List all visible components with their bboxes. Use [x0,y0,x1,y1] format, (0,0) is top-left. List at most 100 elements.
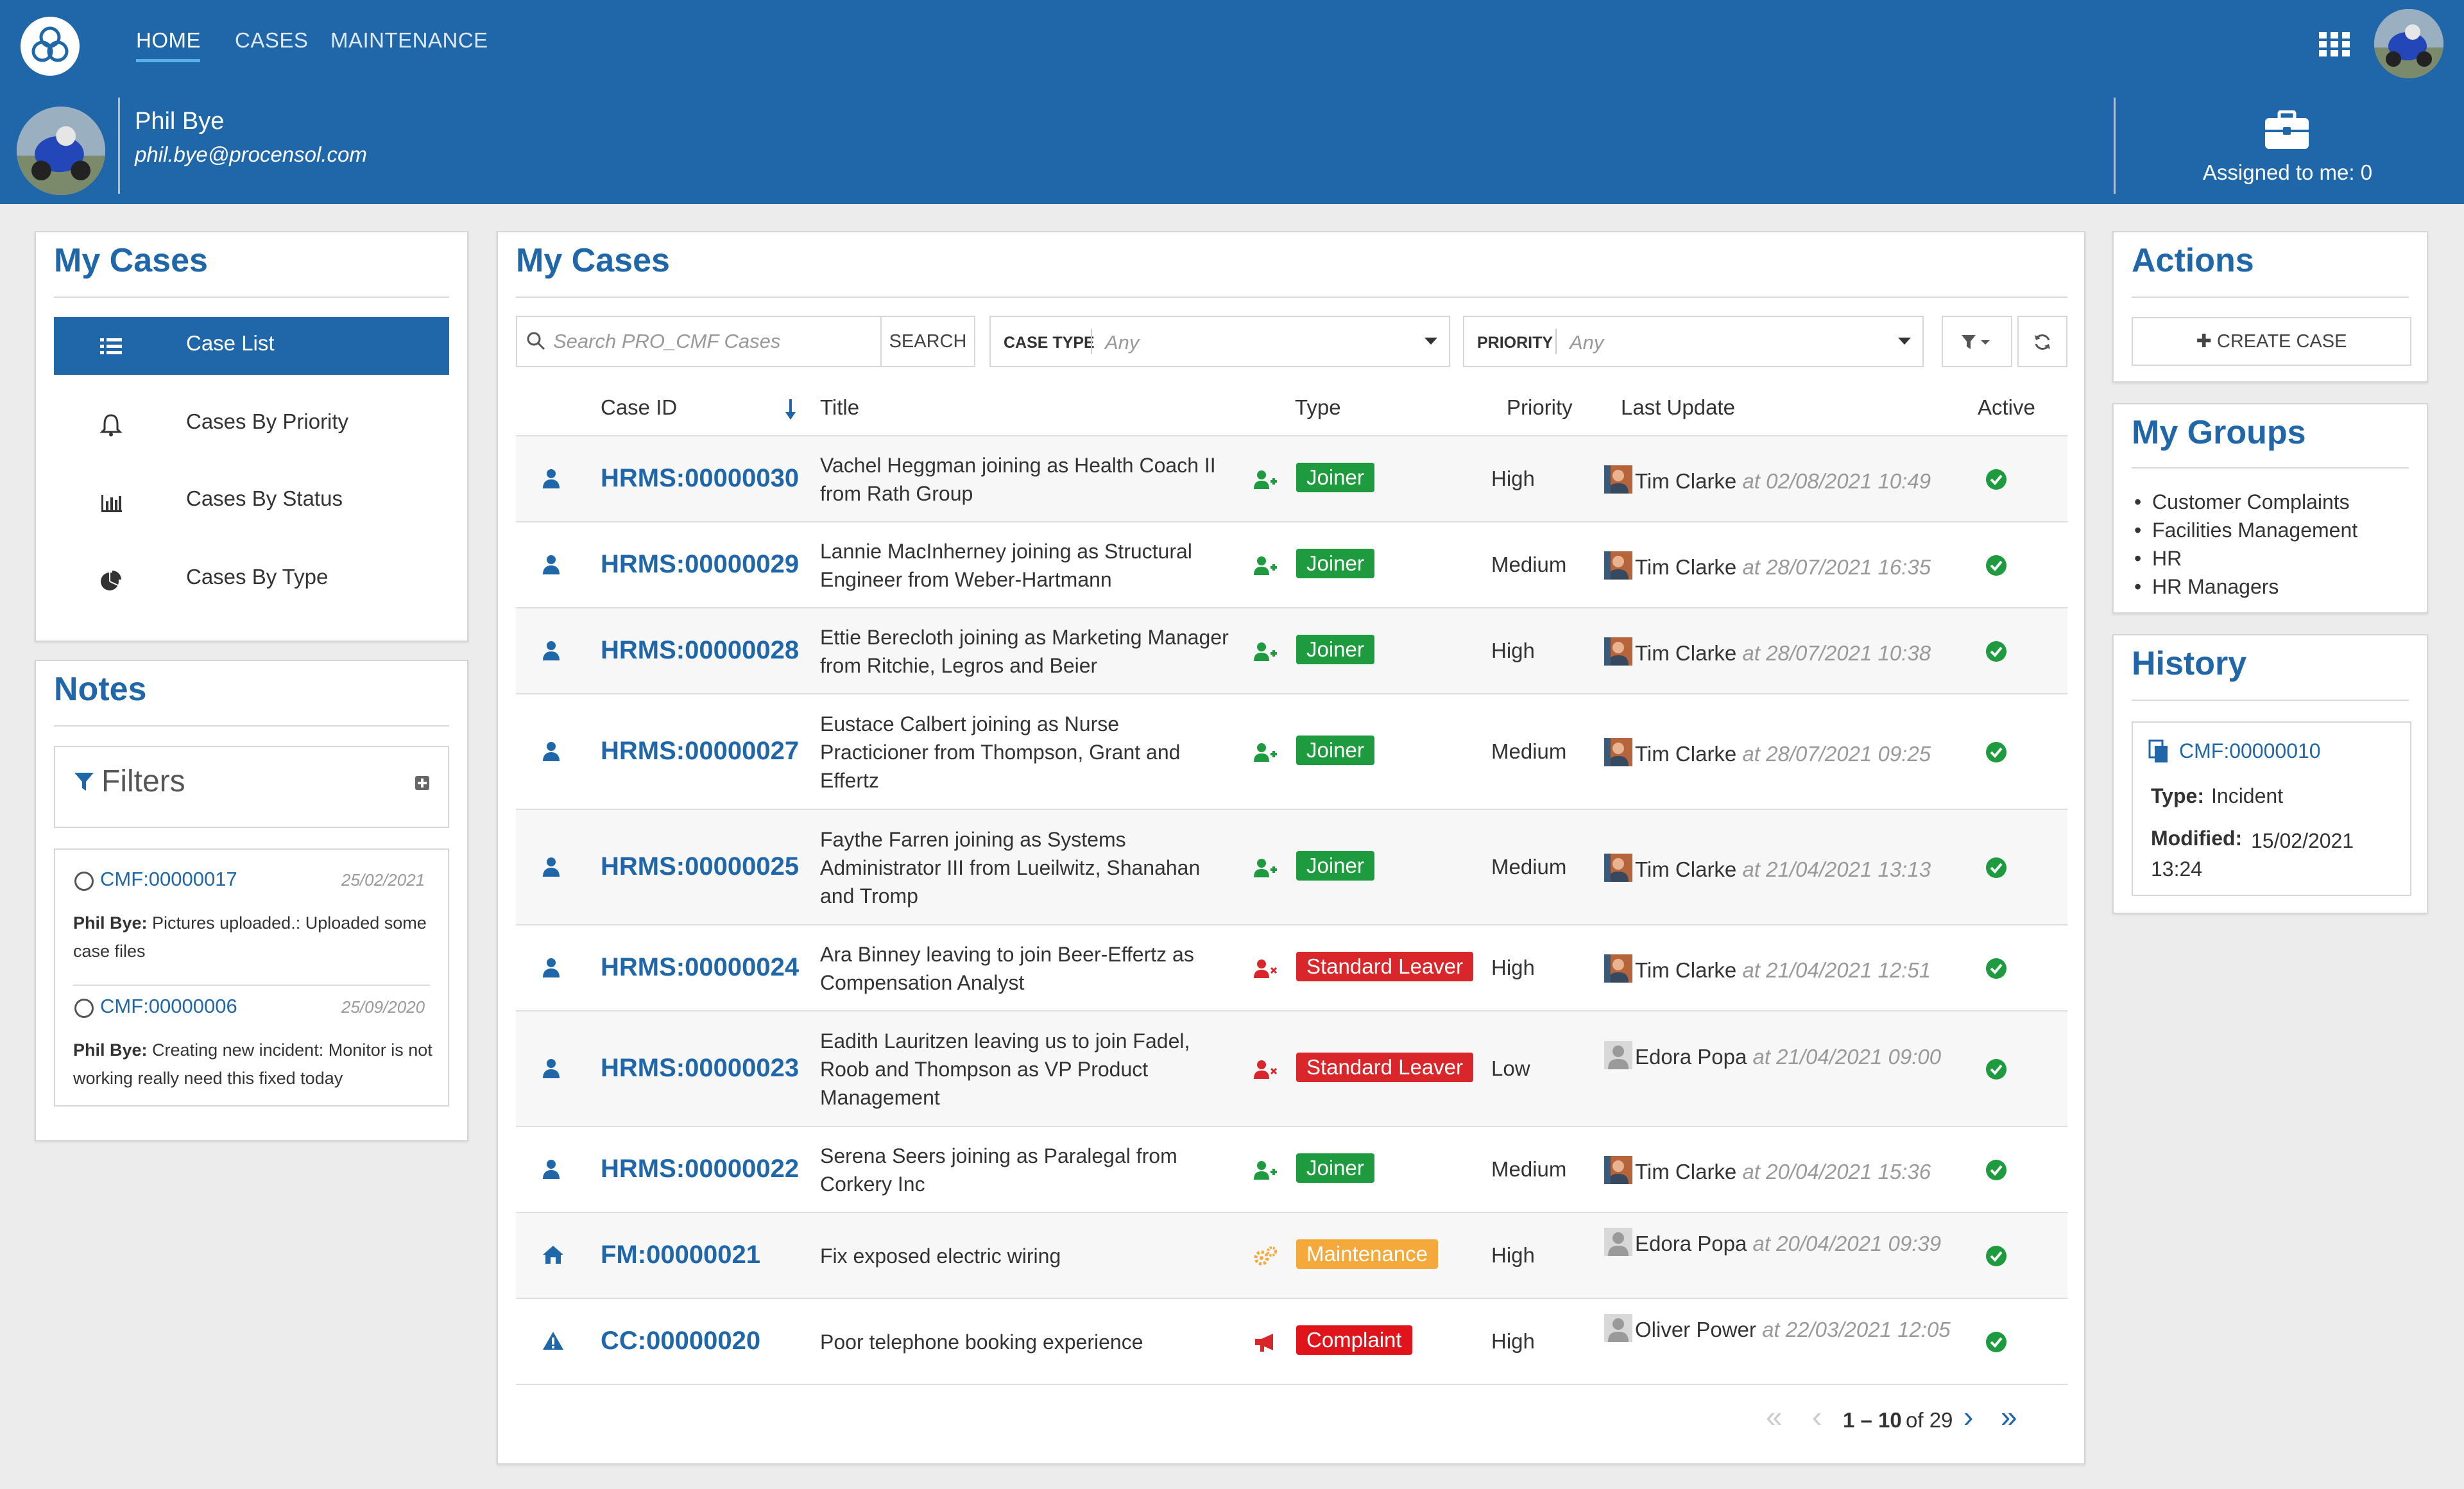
user-plus-icon [1253,1159,1278,1184]
filter-icon [1962,335,1990,350]
user-plus-icon [1253,555,1278,580]
active-check-icon [1985,1058,2007,1083]
search-button[interactable]: SEARCH [880,316,975,367]
table-row[interactable]: HRMS:00000030 Vachel Heggman joining as H… [516,435,2067,522]
history-panel: History CMF:00000010 Type: Incident Modi… [2112,634,2428,914]
assigned-divider [2114,98,2116,194]
header-avatar[interactable] [2374,9,2443,78]
table-row[interactable]: HRMS:00000029 Lannie MacInherney joining … [516,521,2067,608]
table-row[interactable]: HRMS:00000027 Eustace Calbert joining as … [516,693,2067,810]
case-id-link[interactable]: HRMS:00000022 [601,1155,800,1183]
last-page-icon[interactable]: » [2001,1400,2017,1433]
table-row[interactable]: FM:00000021 Fix exposed electric wiring Ma… [516,1212,2067,1299]
next-page-icon[interactable]: › [1964,1400,1974,1433]
table-row[interactable]: HRMS:00000024 Ara Binney leaving to join … [516,924,2067,1011]
priority-select[interactable]: PRIORITY Any [1463,316,1924,367]
case-id-link[interactable]: HRMS:00000025 [601,852,800,881]
filter-menu-button[interactable] [1942,316,2012,367]
group-item: HR [2134,547,2182,571]
last-update: Tim Clarke at 21/04/2021 12:51 [1604,954,1976,985]
case-id-link[interactable]: CC:00000020 [601,1327,761,1355]
column-header-type[interactable]: Type [1295,395,1341,419]
nav-maintenance[interactable]: MAINTENANCE [330,28,488,52]
note-case-link[interactable]: CMF:00000006 [100,995,237,1017]
case-id-link[interactable]: HRMS:00000030 [601,464,800,492]
caret-down-icon [1425,338,1437,345]
last-update-user: Tim Clarke [1635,1160,1737,1183]
active-check-icon [1985,1245,2007,1270]
case-id-link[interactable]: FM:00000021 [601,1241,761,1269]
priority-value: High [1491,639,1535,662]
panel-title: My Cases [54,242,208,279]
column-header-case-id[interactable]: Case ID [601,395,678,419]
user-avatar [1604,954,1632,983]
case-id-link[interactable]: HRMS:00000027 [601,737,800,765]
case-id-link[interactable]: HRMS:00000029 [601,550,800,578]
nav-active-indicator [136,59,200,62]
divider [1555,329,1557,354]
apps-grid-icon[interactable] [2318,31,2351,58]
divider [516,297,2067,298]
note-case-link[interactable]: CMF:00000017 [100,868,237,890]
sidebar-item-cases-by-type[interactable]: Cases By Type [54,551,449,608]
create-case-label: CREATE CASE [2216,331,2347,352]
user-plus-icon [1253,469,1278,494]
nav-home[interactable]: HOME [136,28,201,52]
case-type-select[interactable]: CASE TYPE Any [989,316,1450,367]
table-row[interactable]: CC:00000020 Poor telephone booking experi… [516,1298,2067,1385]
table-row[interactable]: HRMS:00000028 Ettie Berecloth joining as … [516,607,2067,694]
person-icon [542,1058,561,1083]
column-header-active[interactable]: Active [1978,395,2035,419]
priority-value: High [1491,1243,1535,1267]
prev-page-icon[interactable]: ‹ [1812,1400,1822,1433]
user-avatar [1604,637,1632,666]
first-page-icon[interactable]: « [1766,1400,1783,1433]
case-id-link[interactable]: HRMS:00000028 [601,636,800,664]
expand-icon[interactable] [415,775,430,791]
last-update: Tim Clarke at 28/07/2021 09:25 [1604,738,1976,768]
user-plus-icon [1253,741,1278,766]
history-case-link[interactable]: CMF:00000010 [2179,739,2321,762]
sidebar-item-cases-by-status[interactable]: Cases By Status [54,472,449,530]
type-badge-label: Joiner [1296,635,1374,664]
sidebar-item-case-list[interactable]: Case List [54,317,449,375]
column-header-title[interactable]: Title [820,395,860,419]
sidebar-item-cases-by-priority[interactable]: Cases By Priority [54,395,449,453]
refresh-button[interactable] [2017,316,2067,367]
type-badge-label: Joiner [1296,851,1374,881]
user-avatar [1604,1156,1632,1184]
column-header-last-update[interactable]: Last Update [1621,395,1735,419]
app-logo[interactable] [21,17,80,76]
table-row[interactable]: HRMS:00000022 Serena Seers joining as Par… [516,1126,2067,1213]
table-row[interactable]: HRMS:00000025 Faythe Farren joining as Sy… [516,809,2067,925]
table-row[interactable]: HRMS:00000023 Eadith Lauritzen leaving us… [516,1010,2067,1127]
note-radio[interactable] [74,872,94,891]
notes-list: CMF:00000017 25/02/2021 Phil Bye: Pictur… [54,848,449,1106]
search-input[interactable]: Search PRO_CMF Cases [516,316,882,367]
column-header-priority[interactable]: Priority [1507,395,1573,419]
megaphone-icon [1253,1331,1278,1356]
case-id-link[interactable]: HRMS:00000024 [601,953,800,981]
create-case-button[interactable]: ✚ CREATE CASE [2132,317,2411,366]
sidebar-item-label: Cases By Priority [186,409,349,433]
assigned-count[interactable]: Assigned to me: 0 [2202,160,2373,184]
group-item: HR Managers [2134,575,2279,599]
group-item: Customer Complaints [2134,490,2350,514]
search-icon [526,331,545,350]
type-badge: Complaint [1296,1325,1412,1355]
type-badge: Joiner [1296,549,1374,578]
last-update: Tim Clarke at 21/04/2021 13:13 [1604,854,1976,884]
nav-cases[interactable]: CASES [235,28,309,52]
user-avatar [1604,1314,1632,1342]
priority-value: Medium [1491,1157,1567,1181]
priority-value: Medium [1491,855,1567,879]
last-update-user: Edora Popa [1635,1045,1747,1069]
case-id-link[interactable]: HRMS:00000023 [601,1054,800,1082]
panel-title: History [2132,645,2247,682]
note-radio[interactable] [74,999,94,1018]
filters-box[interactable]: Filters [54,746,449,828]
sort-desc-icon[interactable] [784,398,797,421]
active-check-icon [1985,1331,2007,1356]
priority-value: High [1491,1329,1535,1353]
group-item: Facilities Management [2134,519,2357,542]
